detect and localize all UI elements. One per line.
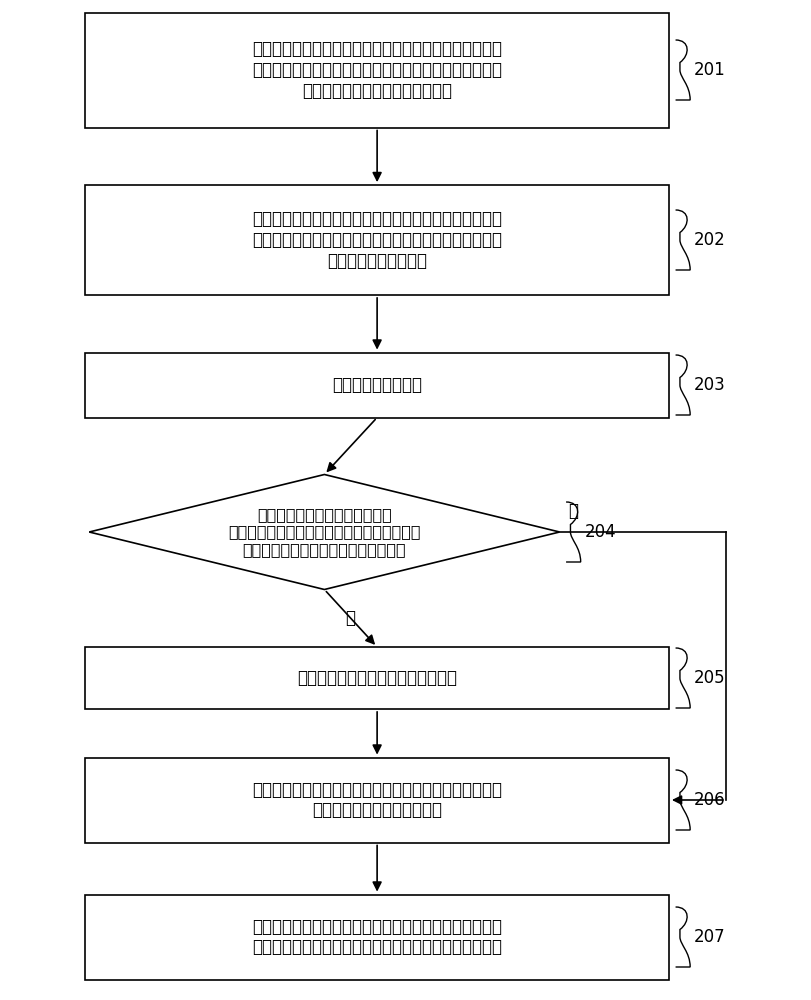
Text: 203: 203 bbox=[694, 376, 726, 394]
Text: 205: 205 bbox=[694, 669, 726, 687]
Text: 207: 207 bbox=[694, 928, 726, 946]
Text: 是: 是 bbox=[568, 502, 577, 520]
Text: 206: 206 bbox=[694, 791, 726, 809]
Text: 202: 202 bbox=[694, 231, 726, 249]
FancyBboxPatch shape bbox=[85, 12, 669, 127]
Text: 201: 201 bbox=[694, 61, 726, 79]
FancyBboxPatch shape bbox=[85, 894, 669, 980]
Text: 在快捷功能按钮已显示的情况下检测到对与目标联系人对
应的联系人条目的点击操作时，隐藏显示的快捷功能按钮: 在快捷功能按钮已显示的情况下检测到对与目标联系人对 应的联系人条目的点击操作时，… bbox=[252, 918, 502, 956]
FancyBboxPatch shape bbox=[85, 185, 669, 295]
Text: 根据当前用户在第三方通讯应用中对通信功能的使用统计
信息，向跨平台联系人的属性信息中添加指代第三方通讯
应用中的通信功能的快捷功能标识: 根据当前用户在第三方通讯应用中对通信功能的使用统计 信息，向跨平台联系人的属性信… bbox=[252, 40, 502, 100]
Text: 跳转至目标联系人的联系人信息页面: 跳转至目标联系人的联系人信息页面 bbox=[297, 669, 457, 687]
FancyBboxPatch shape bbox=[85, 353, 669, 418]
Text: 否: 否 bbox=[345, 609, 354, 627]
Text: 204: 204 bbox=[585, 523, 616, 541]
Text: 在检测到对联系人列表界面内的
一个联系人条目的点击操作时，判断目标联系
人的属性信息中是否包含快捷功能标识: 在检测到对联系人列表界面内的 一个联系人条目的点击操作时，判断目标联系 人的属性… bbox=[228, 507, 421, 557]
Text: 根据当前用户在系统通讯应用中对通信功能的使用统计信
息，向联系人的属性信息中添加指代系统通讯应用中的通
信功能的快捷功能标识: 根据当前用户在系统通讯应用中对通信功能的使用统计信 息，向联系人的属性信息中添加… bbox=[252, 210, 502, 270]
FancyBboxPatch shape bbox=[85, 647, 669, 709]
Polygon shape bbox=[89, 474, 560, 589]
FancyBboxPatch shape bbox=[85, 758, 669, 842]
Text: 显示联系人列表界面: 显示联系人列表界面 bbox=[333, 376, 422, 394]
Text: 在目标联系人的联系人条目下方创建子条目，并在子条目
内显示至少一个快捷功能按钮: 在目标联系人的联系人条目下方创建子条目，并在子条目 内显示至少一个快捷功能按钮 bbox=[252, 781, 502, 819]
